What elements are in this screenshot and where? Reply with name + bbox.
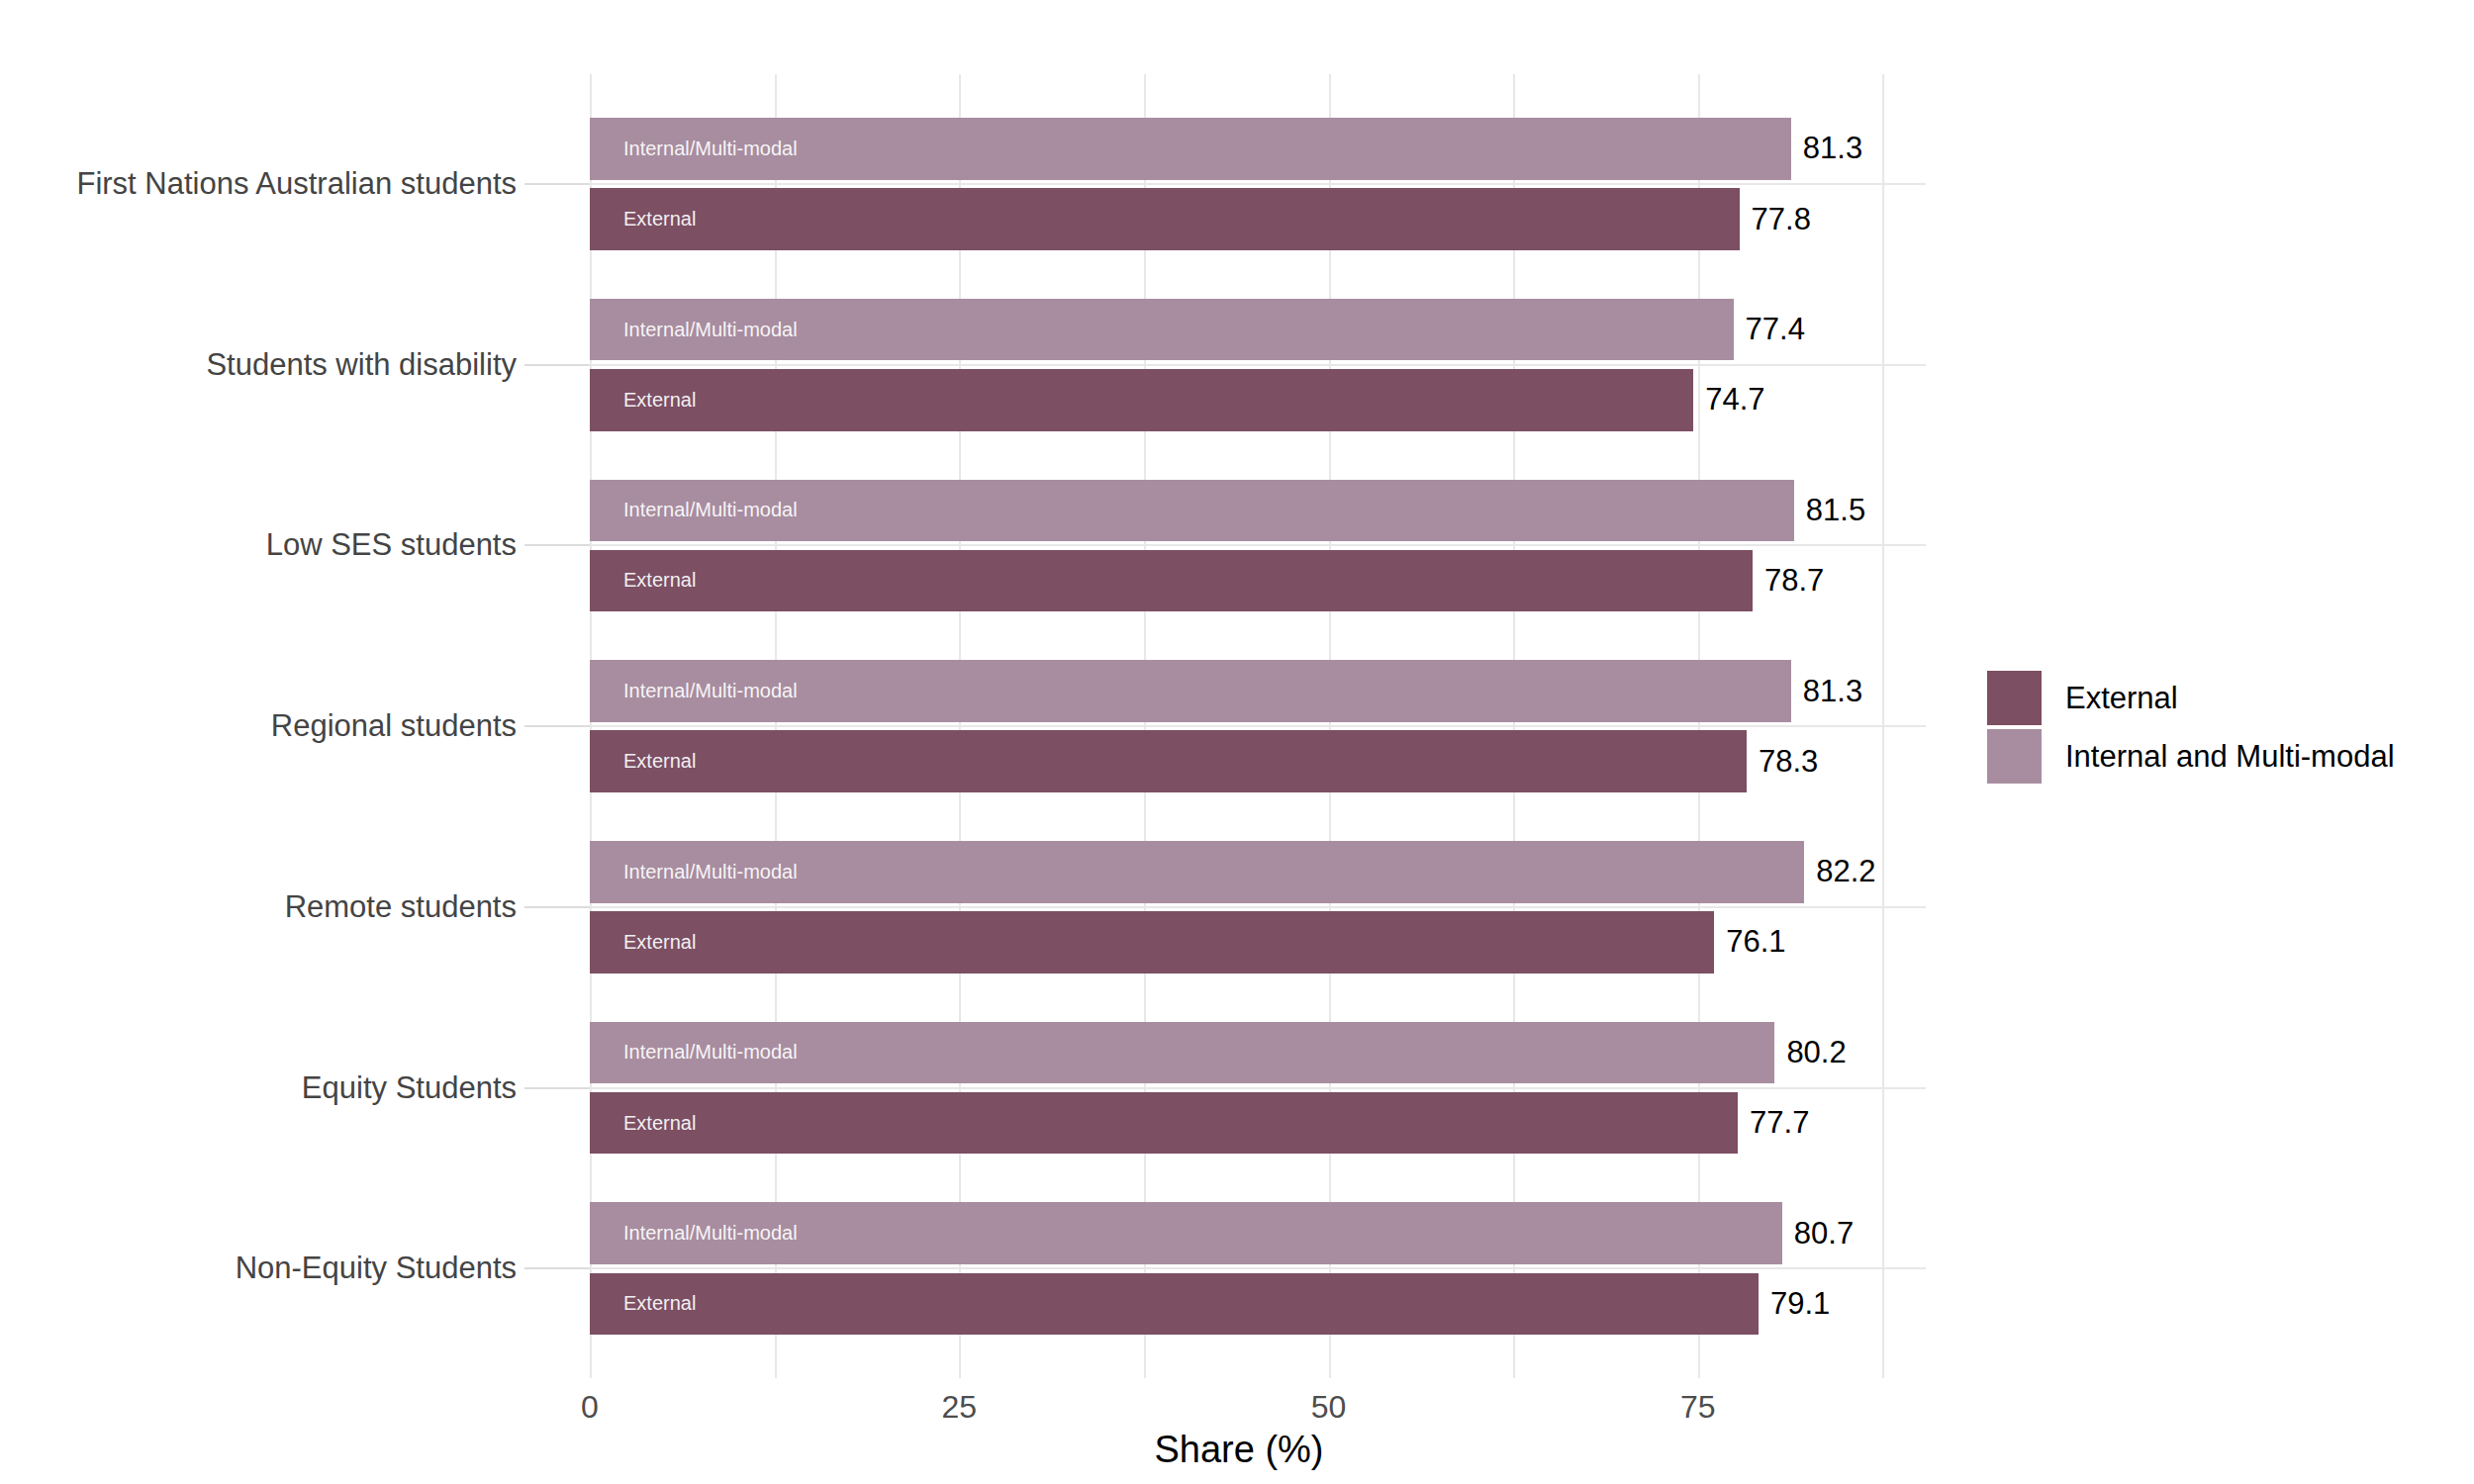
bar-internal-multi-modal: Internal/Multi-modal — [590, 660, 1791, 722]
category-label: Remote students — [0, 889, 517, 925]
y-tick — [524, 1267, 590, 1269]
bar-series-label: Internal/Multi-modal — [590, 680, 798, 702]
bar-value-label: 80.2 — [1786, 1035, 1846, 1070]
bar-value-label: 77.4 — [1746, 312, 1805, 347]
bar-series-label: Internal/Multi-modal — [590, 499, 798, 521]
category-gridline — [590, 364, 1926, 366]
bar-value-label: 81.3 — [1803, 131, 1862, 166]
bar-value-label: 82.2 — [1816, 854, 1875, 889]
legend-item-external: External — [1987, 671, 2395, 725]
legend-swatch-internal-multi-modal — [1987, 729, 2042, 784]
bar-series-label: External — [590, 931, 696, 954]
bar-series-label: External — [590, 750, 696, 773]
bar-series-label: External — [590, 389, 696, 412]
category-gridline — [590, 725, 1926, 727]
category-gridline — [590, 1087, 1926, 1089]
bar-internal-multi-modal: Internal/Multi-modal — [590, 1022, 1774, 1084]
bar-series-label: Internal/Multi-modal — [590, 138, 798, 160]
bar-value-label: 78.7 — [1764, 563, 1824, 599]
bar-series-label: Internal/Multi-modal — [590, 861, 798, 883]
x-tick-label: 50 — [1311, 1389, 1347, 1426]
x-axis-title: Share (%) — [1154, 1429, 1323, 1471]
bar-series-label: Internal/Multi-modal — [590, 319, 798, 341]
bar-value-label: 81.5 — [1806, 493, 1865, 528]
bar-internal-multi-modal: Internal/Multi-modal — [590, 1202, 1782, 1264]
bar-internal-multi-modal: Internal/Multi-modal — [590, 480, 1794, 542]
bar-external: External — [590, 550, 1753, 612]
bar-series-label: Internal/Multi-modal — [590, 1222, 798, 1245]
bar-internal-multi-modal: Internal/Multi-modal — [590, 841, 1804, 903]
figure: Internal/Multi-modal 81.3 External 77.8 Inte… — [0, 0, 2474, 1484]
y-tick — [524, 364, 590, 366]
y-tick — [524, 183, 590, 185]
x-tick-label: 0 — [581, 1389, 599, 1426]
bar-value-label: 79.1 — [1770, 1286, 1830, 1322]
x-tick-label: 25 — [941, 1389, 977, 1426]
legend-label-internal-multi-modal: Internal and Multi-modal — [2065, 739, 2395, 775]
bar-internal-multi-modal: Internal/Multi-modal — [590, 299, 1734, 361]
category-gridline — [590, 183, 1926, 185]
bar-external: External — [590, 1092, 1738, 1155]
y-tick — [524, 906, 590, 908]
bar-value-label: 78.3 — [1759, 744, 1818, 780]
bar-series-label: External — [590, 1292, 696, 1315]
legend: External Internal and Multi-modal — [1987, 671, 2395, 788]
bar-value-label: 74.7 — [1705, 382, 1764, 417]
bar-external: External — [590, 188, 1740, 250]
category-label: Equity Students — [0, 1070, 517, 1106]
bar-external: External — [590, 730, 1747, 792]
category-label: First Nations Australian students — [0, 166, 517, 202]
y-tick — [524, 544, 590, 546]
legend-item-internal-multi-modal: Internal and Multi-modal — [1987, 729, 2395, 784]
legend-swatch-external — [1987, 671, 2042, 725]
bar-value-label: 77.7 — [1750, 1105, 1809, 1141]
category-gridline — [590, 544, 1926, 546]
bar-series-label: External — [590, 208, 696, 231]
bar-value-label: 76.1 — [1726, 924, 1785, 960]
bar-series-label: Internal/Multi-modal — [590, 1041, 798, 1064]
bar-value-label: 80.7 — [1794, 1216, 1854, 1252]
category-label: Non-Equity Students — [0, 1251, 517, 1286]
category-gridline — [590, 906, 1926, 908]
y-tick — [524, 1087, 590, 1089]
category-gridline — [590, 1267, 1926, 1269]
bar-external: External — [590, 369, 1693, 431]
bar-series-label: External — [590, 1112, 696, 1135]
bar-series-label: External — [590, 569, 696, 592]
category-label: Regional students — [0, 708, 517, 744]
y-tick — [524, 725, 590, 727]
bar-value-label: 77.8 — [1752, 202, 1811, 237]
bar-external: External — [590, 911, 1714, 974]
bar-value-label: 81.3 — [1803, 674, 1862, 709]
category-label: Low SES students — [0, 527, 517, 563]
bar-external: External — [590, 1273, 1759, 1336]
category-label: Students with disability — [0, 347, 517, 383]
legend-label-external: External — [2065, 681, 2178, 716]
x-tick-label: 75 — [1680, 1389, 1716, 1426]
bar-internal-multi-modal: Internal/Multi-modal — [590, 118, 1791, 180]
